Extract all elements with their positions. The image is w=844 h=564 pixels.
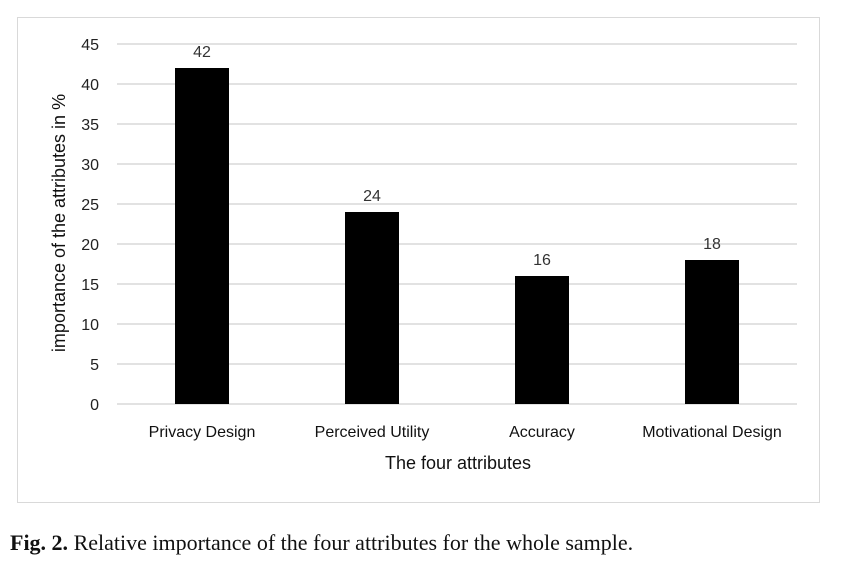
data-label: 24 — [363, 188, 381, 205]
chart-frame — [17, 17, 820, 503]
bars — [175, 68, 739, 404]
y-tick-label: 25 — [81, 197, 99, 214]
y-tick-label: 15 — [81, 277, 99, 294]
y-tick-label: 5 — [90, 357, 99, 374]
figure-caption: Fig. 2. Relative importance of the four … — [10, 530, 840, 556]
data-label: 42 — [193, 44, 211, 61]
bar — [345, 212, 399, 404]
category-labels: Privacy Design Perceived Utility Accuracy M… — [149, 424, 782, 441]
y-tick-label: 10 — [81, 317, 99, 334]
bar — [685, 260, 739, 404]
y-tick-label: 35 — [81, 117, 99, 134]
bar — [175, 68, 229, 404]
y-axis-title: importance of the attributes in % — [49, 94, 69, 352]
caption-text: Relative importance of the four attribut… — [68, 530, 634, 555]
category-label: Accuracy — [509, 424, 575, 441]
y-tick-label: 30 — [81, 157, 99, 174]
data-label: 16 — [533, 252, 551, 269]
category-label: Privacy Design — [149, 424, 256, 441]
y-tick-label: 40 — [81, 77, 99, 94]
bar — [515, 276, 569, 404]
bar-chart: 0 5 10 15 20 25 30 35 40 45 42 24 16 18 Privacy Desi… — [49, 37, 797, 473]
y-tick-label: 0 — [90, 397, 99, 414]
data-label: 18 — [703, 236, 721, 253]
category-label: Motivational Design — [642, 424, 782, 441]
y-tick-label: 20 — [81, 237, 99, 254]
caption-label: Fig. 2. — [10, 530, 69, 555]
x-axis-title: The four attributes — [385, 453, 531, 473]
gridlines — [117, 43, 797, 405]
data-labels: 42 24 16 18 — [193, 44, 721, 269]
y-tick-labels: 0 5 10 15 20 25 30 35 40 45 — [81, 37, 99, 414]
category-label: Perceived Utility — [315, 424, 430, 441]
y-tick-label: 45 — [81, 37, 99, 54]
